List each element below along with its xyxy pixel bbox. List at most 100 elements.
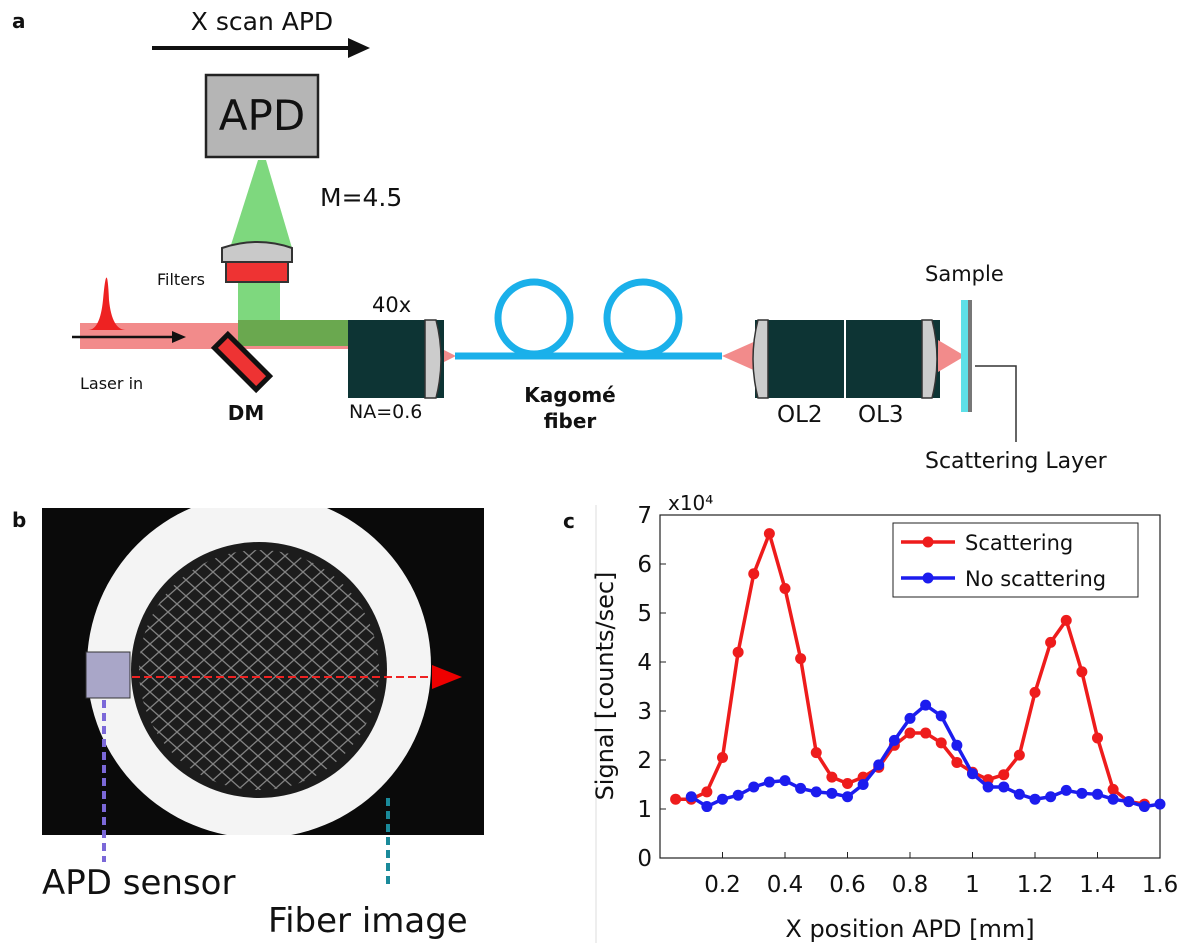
objective-label: 40x bbox=[372, 293, 411, 317]
arrow-head bbox=[348, 38, 370, 58]
data-point bbox=[936, 737, 947, 748]
data-point bbox=[1108, 794, 1119, 805]
data-point bbox=[920, 700, 931, 711]
lens-tube bbox=[755, 320, 940, 398]
y-tick-label: 5 bbox=[637, 601, 652, 627]
data-point bbox=[686, 791, 697, 802]
y-tick-label: 6 bbox=[637, 552, 652, 578]
sample-label: Sample bbox=[925, 262, 1004, 286]
data-point bbox=[764, 777, 775, 788]
legend-swatch bbox=[923, 537, 934, 548]
data-point bbox=[1108, 784, 1119, 795]
data-point bbox=[951, 740, 962, 751]
data-point bbox=[1076, 666, 1087, 677]
data-point bbox=[780, 583, 791, 594]
scattering-layer bbox=[968, 300, 972, 412]
y-tick-label: 3 bbox=[637, 699, 652, 725]
x-tick-label: 0.4 bbox=[767, 872, 804, 898]
data-point bbox=[1155, 799, 1166, 810]
data-point bbox=[1123, 796, 1134, 807]
y-axis-label: Signal [counts/sec] bbox=[591, 572, 619, 801]
data-point bbox=[826, 772, 837, 783]
layer-label: Scattering Layer bbox=[925, 449, 1108, 474]
panel-label: a bbox=[12, 9, 26, 33]
data-point bbox=[717, 794, 728, 805]
data-point bbox=[998, 781, 1009, 792]
data-point bbox=[858, 779, 869, 790]
lens-label: OL3 bbox=[858, 402, 904, 428]
filter bbox=[226, 262, 288, 282]
x-tick-label: 1.4 bbox=[1079, 872, 1116, 898]
pulse bbox=[88, 278, 126, 331]
objective-end bbox=[425, 320, 441, 398]
y-tick-label: 0 bbox=[637, 846, 652, 872]
data-point bbox=[795, 783, 806, 794]
data-point bbox=[920, 728, 931, 739]
data-point bbox=[826, 788, 837, 799]
data-point bbox=[1014, 789, 1025, 800]
data-point bbox=[748, 568, 759, 579]
x-axis-label: X position APD [mm] bbox=[785, 915, 1034, 943]
fiber bbox=[455, 282, 722, 356]
sensor-label: APD sensor bbox=[42, 863, 235, 903]
data-point bbox=[1061, 785, 1072, 796]
scan-label: X scan APD bbox=[191, 7, 333, 36]
data-point bbox=[701, 801, 712, 812]
lens bbox=[222, 242, 292, 262]
y-tick-label: 4 bbox=[637, 650, 652, 676]
lens-end bbox=[922, 320, 937, 398]
x-tick-label: 1 bbox=[965, 872, 980, 898]
apd-label: APD bbox=[219, 91, 305, 140]
data-point bbox=[795, 653, 806, 664]
y-tick-label: 7 bbox=[637, 503, 652, 529]
legend-label: No scattering bbox=[965, 567, 1106, 591]
magnification: M=4.5 bbox=[320, 183, 402, 212]
fiber-label: fiber bbox=[544, 409, 597, 433]
data-point bbox=[1030, 794, 1041, 805]
data-point bbox=[905, 728, 916, 739]
laser-label: Laser in bbox=[80, 374, 143, 393]
y-multiplier: x10⁴ bbox=[668, 491, 713, 515]
data-point bbox=[733, 790, 744, 801]
data-point bbox=[1061, 615, 1072, 626]
data-point bbox=[764, 528, 775, 539]
x-tick-label: 1.2 bbox=[1017, 872, 1054, 898]
data-point bbox=[1092, 732, 1103, 743]
fiber-image-label: Fiber image bbox=[268, 901, 468, 941]
data-point bbox=[936, 710, 947, 721]
data-point bbox=[701, 786, 712, 797]
data-point bbox=[998, 769, 1009, 780]
y-tick-label: 2 bbox=[637, 748, 652, 774]
data-point bbox=[889, 735, 900, 746]
data-point bbox=[1045, 791, 1056, 802]
data-point bbox=[1014, 750, 1025, 761]
green-cone bbox=[230, 160, 292, 248]
aperture-label: NA=0.6 bbox=[349, 401, 422, 423]
data-point bbox=[967, 768, 978, 779]
data-point bbox=[842, 778, 853, 789]
panel-label: b bbox=[12, 508, 26, 532]
data-point bbox=[748, 781, 759, 792]
data-point bbox=[1045, 637, 1056, 648]
data-point bbox=[905, 713, 916, 724]
lens-label: OL2 bbox=[777, 402, 823, 428]
figure: a X scan APD APD M=4.5 Filters Laser in … bbox=[0, 0, 1188, 943]
y-tick-label: 1 bbox=[637, 797, 652, 823]
data-point bbox=[1030, 687, 1041, 698]
data-point bbox=[1092, 789, 1103, 800]
green-beam bbox=[238, 320, 350, 346]
data-point bbox=[873, 759, 884, 770]
lens-end bbox=[753, 320, 768, 398]
data-point bbox=[983, 781, 994, 792]
dm-label: DM bbox=[228, 401, 265, 425]
x-tick-label: 0.2 bbox=[704, 872, 741, 898]
data-point bbox=[842, 791, 853, 802]
sample bbox=[961, 300, 968, 412]
data-point bbox=[1076, 788, 1087, 799]
x-tick-label: 1.6 bbox=[1142, 872, 1179, 898]
sensor-square bbox=[86, 652, 130, 698]
focus-cone bbox=[444, 350, 456, 362]
data-point bbox=[951, 757, 962, 768]
data-point bbox=[1139, 801, 1150, 812]
legend-swatch bbox=[923, 573, 934, 584]
